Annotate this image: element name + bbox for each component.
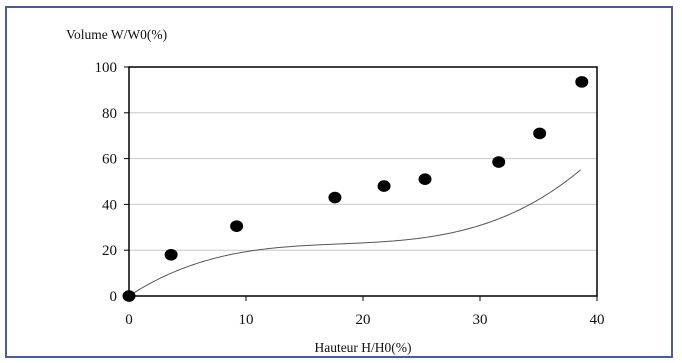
y-tick-label: 20 [102,243,117,259]
y-tick-label: 60 [102,152,117,168]
y-tick-label: 0 [110,289,118,305]
data-point [533,127,547,140]
gridlines [129,112,597,251]
x-tick-label: 40 [590,312,605,328]
data-point [492,156,506,168]
x-axis-title: Hauteur H/H0(%) [314,340,411,355]
x-axis-ticks: 0 10 20 30 40 [125,296,605,328]
y-tick-label: 100 [95,60,118,76]
data-points [122,76,589,302]
y-axis-ticks: 0 20 40 60 80 100 [95,60,129,305]
x-tick-label: 0 [125,312,133,328]
data-point [164,248,178,261]
data-point [377,180,391,192]
y-tick-label: 80 [102,106,117,122]
trend-line [128,169,581,297]
data-point [575,76,589,88]
x-tick-label: 20 [356,312,371,328]
x-tick-label: 10 [239,312,254,328]
plot-area [128,66,598,297]
data-point [418,173,432,186]
y-tick-label: 40 [102,197,117,213]
y-axis-title: Volume W/W0(%) [66,27,167,42]
data-point [230,220,244,232]
data-point [328,191,342,204]
x-tick-label: 30 [473,312,488,328]
chart-frame [5,6,673,358]
